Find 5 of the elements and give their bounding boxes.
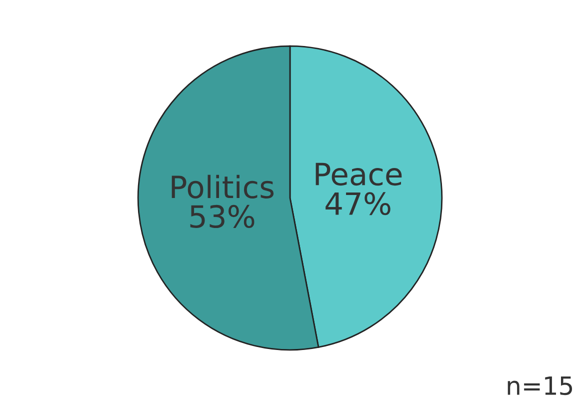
data-label: 53%: [190, 204, 254, 228]
text: n=15: [508, 376, 572, 396]
slice-label: Politics: [172, 174, 274, 198]
data-label: 47%: [326, 192, 390, 216]
slice-label: Peace: [316, 162, 402, 186]
